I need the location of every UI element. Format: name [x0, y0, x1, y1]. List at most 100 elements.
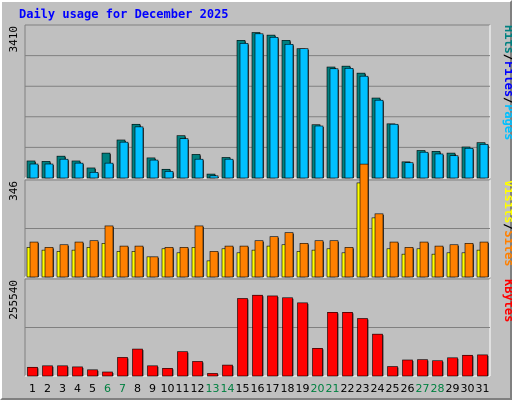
bar-pages-day-6: [104, 162, 114, 179]
legend-hits-files-pages: Hits/Files/Pages: [502, 25, 512, 140]
bar-sites-day-11: [179, 247, 189, 278]
bar-kbytes-day-2: [42, 365, 53, 377]
bar-kbytes-day-31: [477, 354, 488, 377]
bar-sites-day-5: [89, 240, 99, 278]
bar-pages-day-16: [254, 33, 264, 179]
x-tick-label-day-15: 15: [236, 382, 250, 395]
bar-kbytes-day-24: [372, 333, 383, 377]
bar-sites-day-16: [254, 240, 264, 278]
x-tick-label-day-27: 27: [416, 382, 430, 395]
bar-sites-day-27: [419, 241, 429, 278]
bar-kbytes-day-15: [237, 298, 248, 377]
y-max-label: 255540: [7, 280, 20, 320]
bar-pages-day-26: [404, 162, 414, 179]
bar-pages-day-4: [74, 162, 84, 179]
legend-sites: Sites: [502, 230, 512, 266]
bar-sites-day-12: [194, 225, 204, 278]
bar-sites-day-25: [389, 241, 399, 278]
x-tick-label-day-12: 12: [191, 382, 205, 395]
bar-pages-day-7: [119, 141, 129, 179]
bar-pages-day-3: [59, 158, 69, 179]
bar-sites-day-7: [119, 245, 129, 278]
bar-pages-day-14: [224, 158, 234, 179]
bar-pages-day-28: [434, 153, 444, 179]
y-max-label: 346: [7, 181, 20, 201]
bar-sites-day-2: [44, 247, 54, 278]
bar-pages-day-17: [269, 37, 279, 179]
bar-pages-day-21: [329, 68, 339, 179]
x-tick-label-day-4: 4: [74, 382, 81, 395]
bar-sites-day-18: [284, 232, 294, 278]
bar-pages-day-5: [89, 172, 99, 179]
x-tick-label-day-24: 24: [371, 382, 385, 395]
bar-sites-day-17: [269, 236, 279, 278]
bar-kbytes-day-6: [102, 371, 113, 377]
panel-kbytes: 255540 KBytes: [7, 278, 512, 377]
x-tick-label-day-1: 1: [29, 382, 36, 395]
x-tick-label-day-30: 30: [461, 382, 475, 395]
bar-pages-day-19: [299, 48, 309, 179]
bar-sites-day-4: [74, 241, 84, 278]
bar-pages-day-25: [389, 123, 399, 179]
x-tick-label-day-16: 16: [251, 382, 265, 395]
x-tick-label-day-5: 5: [89, 382, 96, 395]
bar-pages-day-30: [464, 147, 474, 179]
bar-kbytes-day-10: [162, 368, 173, 377]
bar-kbytes-day-26: [402, 359, 413, 377]
legend-separator: /: [502, 54, 512, 61]
bar-sites-day-6: [104, 225, 114, 278]
bar-kbytes-day-1: [27, 366, 38, 377]
legend-visits-sites: Visits/Sites: [502, 180, 512, 267]
bar-kbytes-day-18: [282, 297, 293, 377]
bar-kbytes-day-5: [87, 369, 98, 377]
x-tick-label-day-21: 21: [326, 382, 340, 395]
bar-kbytes-day-3: [57, 365, 68, 377]
bar-pages-day-31: [479, 144, 489, 179]
x-tick-label-day-19: 19: [296, 382, 310, 395]
bar-sites-day-9: [149, 256, 159, 278]
bar-pages-day-9: [149, 159, 159, 179]
x-tick-label-day-10: 10: [161, 382, 175, 395]
bar-kbytes-day-13: [207, 373, 218, 377]
bar-sites-day-14: [224, 245, 234, 278]
chart-title: Daily usage for December 2025: [19, 7, 229, 21]
x-tick-label-day-2: 2: [44, 382, 51, 395]
bar-sites-day-20: [314, 240, 324, 278]
bar-kbytes-day-23: [357, 318, 368, 377]
x-tick-label-day-20: 20: [311, 382, 325, 395]
bar-kbytes-day-4: [72, 366, 83, 377]
x-tick-label-day-17: 17: [266, 382, 280, 395]
x-tick-label-day-13: 13: [206, 382, 220, 395]
legend-visits: Visits: [502, 180, 512, 223]
x-tick-label-day-14: 14: [221, 382, 235, 395]
legend-hits: Hits: [502, 25, 512, 54]
bar-kbytes-day-16: [252, 294, 263, 377]
bar-sites-day-23: [359, 163, 369, 278]
legend-pages: Pages: [502, 104, 512, 140]
bar-pages-day-1: [29, 163, 39, 179]
bar-sites-day-19: [299, 243, 309, 278]
bar-kbytes-day-28: [432, 360, 443, 377]
bar-kbytes-day-19: [297, 302, 308, 377]
bar-sites-day-24: [374, 213, 384, 278]
x-tick-label-day-3: 3: [59, 382, 66, 395]
bar-kbytes-day-8: [132, 348, 143, 377]
x-tick-label-day-6: 6: [104, 382, 111, 395]
bar-pages-day-23: [359, 75, 369, 179]
bar-kbytes-day-21: [327, 312, 338, 377]
bar-kbytes-day-11: [177, 351, 188, 377]
bar-sites-day-22: [344, 247, 354, 278]
bar-sites-day-30: [464, 243, 474, 278]
bar-sites-day-10: [164, 247, 174, 278]
bar-sites-day-21: [329, 240, 339, 278]
legend-files: Files: [502, 61, 512, 97]
x-tick-label-day-29: 29: [446, 382, 460, 395]
bar-kbytes-day-7: [117, 357, 128, 377]
x-tick-label-day-28: 28: [431, 382, 445, 395]
bar-pages-day-12: [194, 158, 204, 179]
x-tick-label-day-18: 18: [281, 382, 295, 395]
bar-sites-day-15: [239, 245, 249, 278]
